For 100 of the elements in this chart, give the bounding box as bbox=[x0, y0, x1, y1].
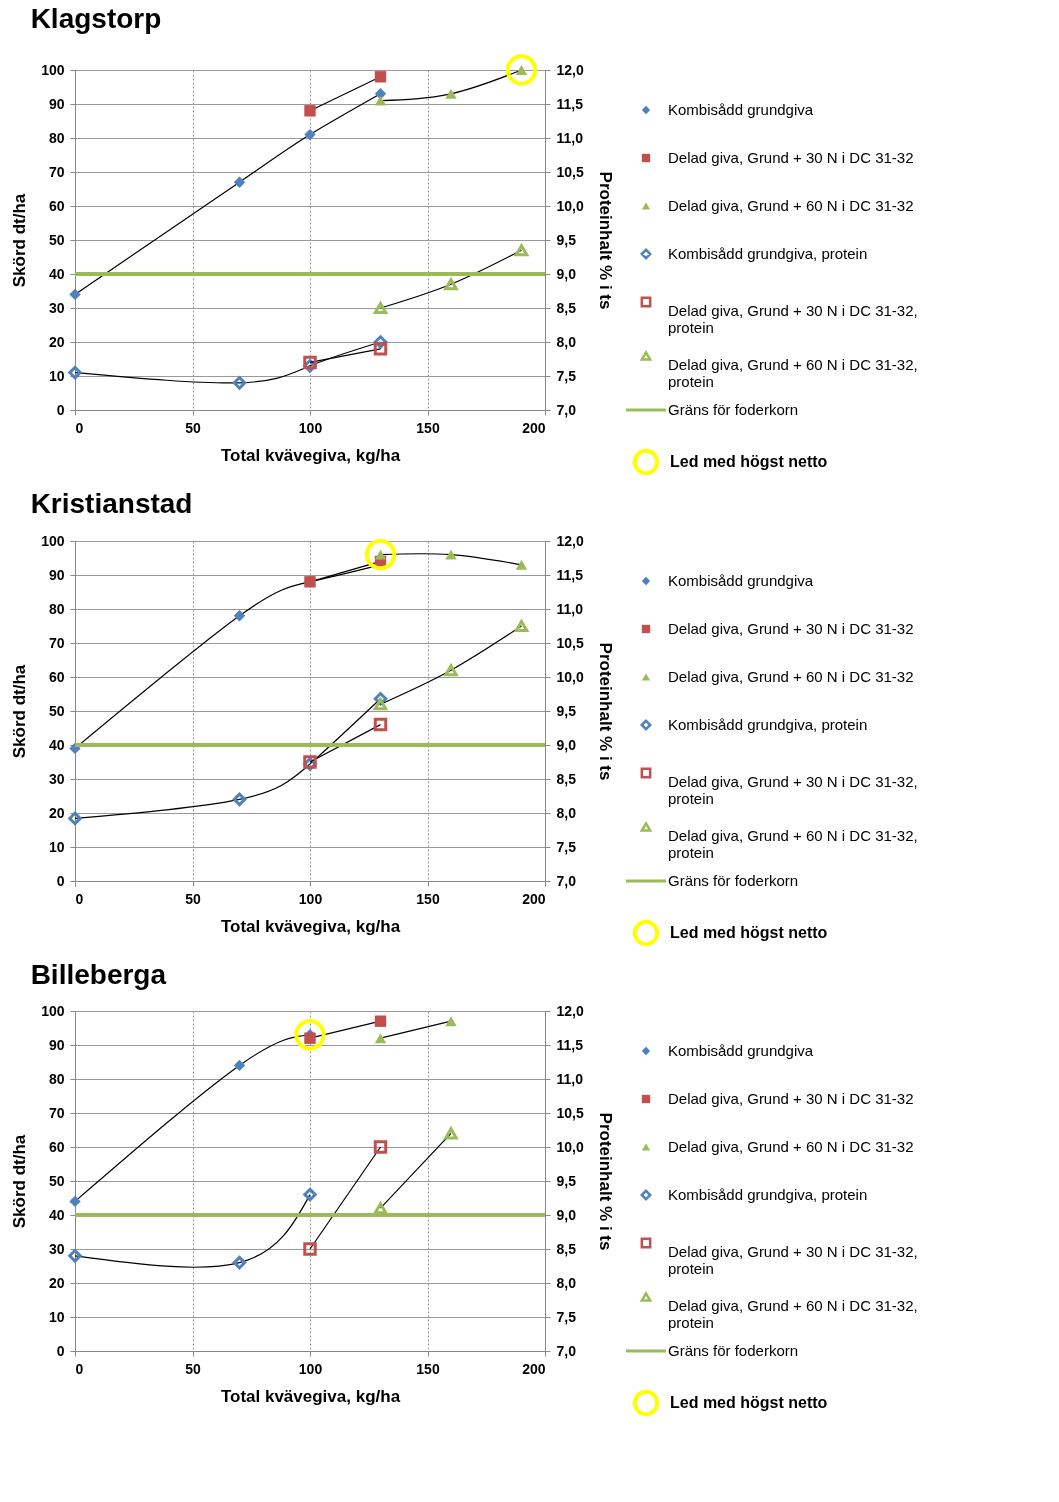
y-tick-label: 60 bbox=[48, 197, 65, 214]
y2-tick-label: 10,5 bbox=[556, 1104, 584, 1121]
y-tick-label: 50 bbox=[48, 702, 65, 719]
x-tick-label: 50 bbox=[185, 1360, 201, 1377]
y2-axis-title: Proteinhalt % i ts bbox=[595, 642, 615, 781]
y-tick-label: 40 bbox=[48, 265, 65, 282]
y-tick-label: 100 bbox=[41, 1002, 65, 1019]
y2-tick-label: 11,5 bbox=[556, 566, 584, 583]
y-tick-label: 90 bbox=[48, 1036, 65, 1053]
y2-tick-label: 10,5 bbox=[556, 634, 584, 651]
y-tick-label: 60 bbox=[48, 668, 65, 685]
y2-tick-label: 10,0 bbox=[556, 197, 584, 214]
y-tick-label: 80 bbox=[48, 129, 65, 146]
x-tick-label: 100 bbox=[298, 890, 323, 907]
y-tick-label: 20 bbox=[48, 1274, 65, 1291]
y-tick-label: 10 bbox=[48, 838, 65, 855]
y-tick-label: 100 bbox=[41, 532, 65, 549]
y2-tick-label: 8,5 bbox=[556, 1240, 577, 1257]
chart-title: Klagstorp bbox=[30, 3, 162, 35]
x-tick-label: 0 bbox=[75, 419, 84, 436]
y2-tick-label: 7,0 bbox=[556, 401, 577, 418]
y-tick-label: 30 bbox=[48, 770, 65, 787]
y-tick-label: 80 bbox=[48, 600, 65, 617]
y2-tick-label: 12,0 bbox=[556, 61, 584, 78]
y-tick-label: 20 bbox=[48, 804, 65, 821]
legend-label: Delad giva, Grund + 30 N i DC 31-32, protein bbox=[668, 302, 918, 336]
legend-label: Gräns för foderkorn bbox=[668, 401, 799, 418]
legend-label: Kombisådd grundgiva, protein bbox=[668, 1186, 868, 1203]
y2-tick-label: 11,0 bbox=[556, 1070, 584, 1087]
y-tick-label: 40 bbox=[48, 1206, 65, 1223]
y-tick-label: 30 bbox=[48, 299, 65, 316]
y2-axis-title: Proteinhalt % i ts bbox=[595, 171, 615, 310]
y2-tick-label: 7,5 bbox=[556, 1308, 577, 1325]
y2-tick-label: 11,0 bbox=[556, 600, 584, 617]
x-tick-label: 200 bbox=[522, 419, 546, 436]
legend-label: Delad giva, Grund + 60 N i DC 31-32, protein bbox=[668, 356, 918, 390]
y-tick-label: 0 bbox=[56, 401, 65, 418]
legend-label: Gräns för foderkorn bbox=[668, 872, 799, 889]
y-tick-label: 50 bbox=[48, 1172, 65, 1189]
y-tick-label: 50 bbox=[48, 231, 65, 248]
y2-tick-label: 12,0 bbox=[556, 1002, 584, 1019]
chart-title: Billeberga bbox=[30, 959, 167, 990]
y2-tick-label: 10,0 bbox=[556, 668, 584, 685]
y2-tick-label: 8,0 bbox=[556, 1274, 577, 1291]
chart-title: Kristianstad bbox=[30, 487, 193, 519]
x-tick-label: 150 bbox=[416, 890, 440, 907]
x-tick-label: 100 bbox=[298, 1360, 323, 1377]
y2-tick-label: 8,0 bbox=[556, 804, 577, 821]
y-tick-label: 60 bbox=[48, 1138, 65, 1155]
y2-tick-label: 10,5 bbox=[556, 163, 584, 180]
x-axis-title: Total kvävegiva, kg/ha bbox=[220, 1386, 401, 1406]
y-axis-title: Skörd dt/ha bbox=[10, 1134, 30, 1229]
legend-label: Delad giva, Grund + 60 N i DC 31-32 bbox=[668, 1138, 914, 1155]
x-tick-label: 50 bbox=[185, 890, 201, 907]
y2-tick-label: 9,5 bbox=[556, 231, 577, 248]
y-axis-title: Skörd dt/ha bbox=[10, 193, 30, 288]
y2-tick-label: 11,0 bbox=[556, 129, 584, 146]
legend-label: Delad giva, Grund + 30 N i DC 31-32 bbox=[668, 620, 914, 637]
y-tick-label: 10 bbox=[48, 367, 65, 384]
legend-label: Delad giva, Grund + 60 N i DC 31-32 bbox=[668, 197, 914, 214]
legend-label: Kombisådd grundgiva bbox=[668, 572, 814, 589]
legend-label: Kombisådd grundgiva bbox=[668, 1042, 814, 1059]
y2-tick-label: 10,0 bbox=[556, 1138, 584, 1155]
legend-label: Led med högst netto bbox=[670, 924, 828, 941]
y2-tick-label: 9,0 bbox=[556, 265, 577, 282]
y2-tick-label: 7,0 bbox=[556, 872, 577, 889]
y2-tick-label: 9,0 bbox=[556, 1206, 577, 1223]
x-tick-label: 100 bbox=[298, 419, 323, 436]
y2-tick-label: 9,5 bbox=[556, 702, 577, 719]
y2-tick-label: 9,5 bbox=[556, 1172, 577, 1189]
y-tick-label: 30 bbox=[48, 1240, 65, 1257]
y-tick-label: 40 bbox=[48, 736, 65, 753]
y2-tick-label: 7,0 bbox=[556, 1342, 577, 1359]
x-tick-label: 0 bbox=[75, 1360, 84, 1377]
legend-label: Led med högst netto bbox=[670, 453, 828, 470]
legend-label: Gräns för foderkorn bbox=[668, 1342, 799, 1359]
y2-tick-label: 7,5 bbox=[556, 367, 577, 384]
legend-label: Kombisådd grundgiva bbox=[668, 101, 814, 118]
y-tick-label: 0 bbox=[56, 1342, 65, 1359]
x-tick-label: 0 bbox=[75, 890, 84, 907]
y-axis-title: Skörd dt/ha bbox=[10, 664, 30, 759]
y2-tick-label: 11,5 bbox=[556, 1036, 584, 1053]
legend-label: Kombisådd grundgiva, protein bbox=[668, 716, 868, 733]
y-tick-label: 70 bbox=[48, 1104, 65, 1121]
x-tick-label: 200 bbox=[522, 890, 546, 907]
legend-label: Delad giva, Grund + 30 N i DC 31-32, protein bbox=[668, 773, 918, 807]
x-axis-title: Total kvävegiva, kg/ha bbox=[220, 916, 401, 936]
y2-tick-label: 7,5 bbox=[556, 838, 577, 855]
y2-axis-title: Proteinhalt % i ts bbox=[595, 1112, 615, 1251]
y-tick-label: 70 bbox=[48, 163, 65, 180]
y2-tick-label: 8,5 bbox=[556, 299, 577, 316]
y2-tick-label: 11,5 bbox=[556, 95, 584, 112]
y-tick-label: 10 bbox=[48, 1308, 65, 1325]
legend-label: Delad giva, Grund + 30 N i DC 31-32, protein bbox=[668, 1243, 918, 1277]
x-axis-title: Total kvävegiva, kg/ha bbox=[220, 445, 401, 465]
legend-label: Delad giva, Grund + 30 N i DC 31-32 bbox=[668, 149, 914, 166]
y-tick-label: 80 bbox=[48, 1070, 65, 1087]
y-tick-label: 70 bbox=[48, 634, 65, 651]
y2-tick-label: 9,0 bbox=[556, 736, 577, 753]
y-tick-label: 20 bbox=[48, 333, 65, 350]
